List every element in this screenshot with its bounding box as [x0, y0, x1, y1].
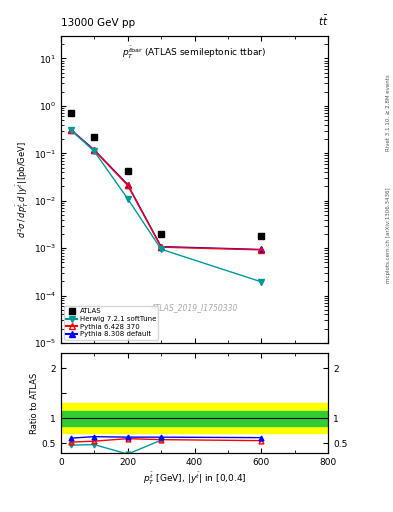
Line: Herwig 7.2.1 softTune: Herwig 7.2.1 softTune	[68, 127, 264, 285]
Pythia 8.308 default	[259, 246, 264, 252]
Pythia 6.428 370	[125, 182, 130, 188]
ATLAS	[259, 233, 264, 239]
Pythia 6.428 370	[159, 244, 163, 250]
ATLAS	[68, 110, 73, 116]
Herwig 7.2.1 softTune	[125, 196, 130, 202]
Pythia 8.308 default	[159, 244, 163, 250]
Herwig 7.2.1 softTune	[92, 148, 97, 155]
Text: 13000 GeV pp: 13000 GeV pp	[61, 18, 135, 28]
Pythia 8.308 default	[125, 181, 130, 187]
Pythia 6.428 370	[68, 127, 73, 133]
Bar	[61, 403, 328, 433]
Text: Rivet 3.1.10, ≥ 2.8M events: Rivet 3.1.10, ≥ 2.8M events	[386, 74, 391, 151]
Line: ATLAS: ATLAS	[68, 110, 264, 239]
ATLAS	[125, 168, 130, 174]
Herwig 7.2.1 softTune	[159, 246, 163, 252]
Line: Pythia 8.308 default: Pythia 8.308 default	[68, 126, 264, 252]
ATLAS	[159, 231, 163, 237]
Y-axis label: $d^2\sigma\,/\,dp_T^{\bar{t}}\,d\,|y^{\bar{t}}|\,[\mathrm{pb/GeV}]$: $d^2\sigma\,/\,dp_T^{\bar{t}}\,d\,|y^{\b…	[15, 141, 31, 238]
Text: $p_T^{\bar{t}\mathrm{bar}}$ (ATLAS semileptonic ttbar): $p_T^{\bar{t}\mathrm{bar}}$ (ATLAS semil…	[123, 45, 266, 61]
Line: Pythia 6.428 370: Pythia 6.428 370	[68, 127, 264, 253]
X-axis label: $p_T^{\bar{t}}$ [GeV], $|y^{\bar{t}}|$ in [0,0.4]: $p_T^{\bar{t}}$ [GeV], $|y^{\bar{t}}|$ i…	[143, 471, 246, 487]
Y-axis label: Ratio to ATLAS: Ratio to ATLAS	[30, 373, 39, 434]
Pythia 8.308 default	[92, 147, 97, 153]
Pythia 8.308 default	[68, 126, 73, 133]
Herwig 7.2.1 softTune	[68, 127, 73, 133]
Bar	[61, 411, 328, 425]
Text: ATLAS_2019_I1750330: ATLAS_2019_I1750330	[151, 303, 238, 312]
Pythia 6.428 370	[259, 247, 264, 253]
ATLAS	[92, 134, 97, 140]
Text: mcplots.cern.ch [arXiv:1306.3436]: mcplots.cern.ch [arXiv:1306.3436]	[386, 188, 391, 283]
Legend: ATLAS, Herwig 7.2.1 softTune, Pythia 6.428 370, Pythia 8.308 default: ATLAS, Herwig 7.2.1 softTune, Pythia 6.4…	[64, 306, 158, 339]
Herwig 7.2.1 softTune	[259, 279, 264, 285]
Pythia 6.428 370	[92, 147, 97, 154]
Text: $t\bar{t}$: $t\bar{t}$	[318, 14, 328, 28]
